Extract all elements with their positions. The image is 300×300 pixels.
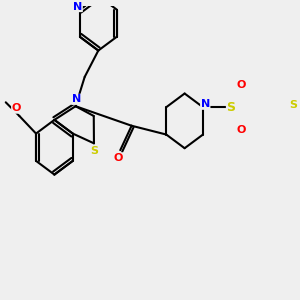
Text: O: O (236, 125, 245, 135)
Text: N: N (73, 2, 82, 12)
Text: N: N (72, 94, 81, 104)
Text: O: O (113, 153, 123, 163)
Text: O: O (236, 80, 245, 90)
Text: N: N (201, 99, 210, 109)
Text: O: O (12, 103, 21, 113)
Text: S: S (289, 100, 297, 110)
Text: S: S (226, 101, 236, 114)
Text: S: S (91, 146, 99, 156)
